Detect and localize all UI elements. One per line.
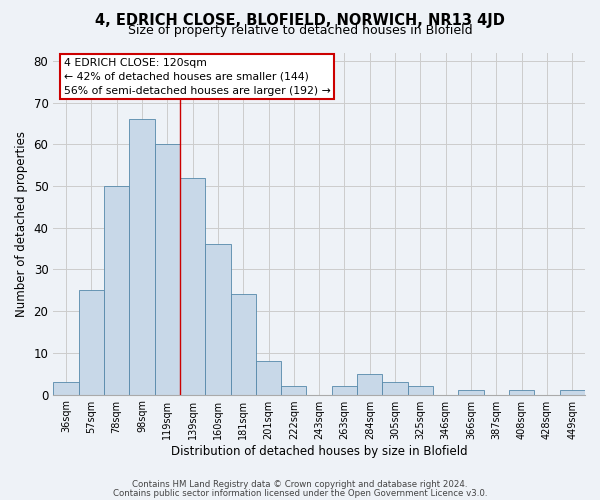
Text: 4, EDRICH CLOSE, BLOFIELD, NORWICH, NR13 4JD: 4, EDRICH CLOSE, BLOFIELD, NORWICH, NR13…	[95, 12, 505, 28]
Y-axis label: Number of detached properties: Number of detached properties	[15, 130, 28, 316]
Bar	[509, 390, 535, 394]
Bar	[281, 386, 307, 394]
Bar	[205, 244, 230, 394]
Bar	[560, 390, 585, 394]
Text: Contains HM Land Registry data © Crown copyright and database right 2024.: Contains HM Land Registry data © Crown c…	[132, 480, 468, 489]
Text: 4 EDRICH CLOSE: 120sqm
← 42% of detached houses are smaller (144)
56% of semi-de: 4 EDRICH CLOSE: 120sqm ← 42% of detached…	[64, 58, 331, 96]
X-axis label: Distribution of detached houses by size in Blofield: Distribution of detached houses by size …	[171, 444, 467, 458]
Bar	[382, 382, 408, 394]
Bar	[256, 361, 281, 394]
Bar	[458, 390, 484, 394]
Text: Contains public sector information licensed under the Open Government Licence v3: Contains public sector information licen…	[113, 488, 487, 498]
Bar	[53, 382, 79, 394]
Bar	[155, 144, 180, 394]
Bar	[79, 290, 104, 395]
Bar	[357, 374, 382, 394]
Bar	[129, 119, 155, 394]
Bar	[104, 186, 129, 394]
Bar	[180, 178, 205, 394]
Bar	[332, 386, 357, 394]
Bar	[230, 294, 256, 394]
Bar	[408, 386, 433, 394]
Text: Size of property relative to detached houses in Blofield: Size of property relative to detached ho…	[128, 24, 472, 37]
